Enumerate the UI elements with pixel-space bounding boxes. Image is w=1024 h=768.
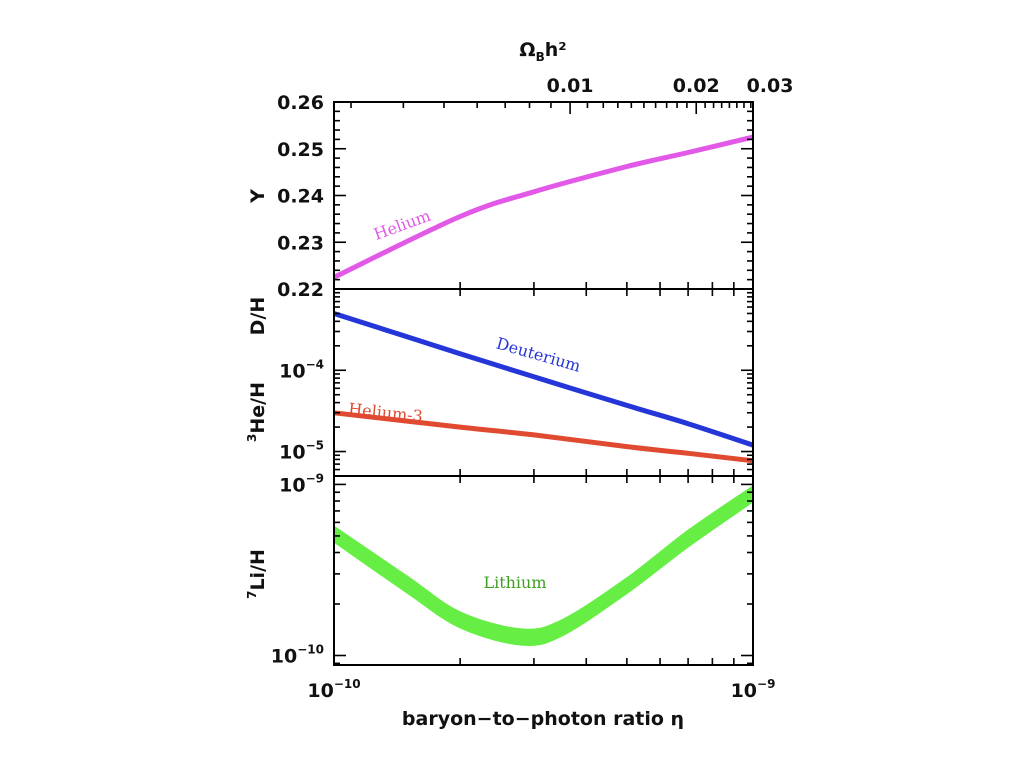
helium3-curve [333,410,754,464]
tick-base: 10 [279,360,305,382]
lithium-band-layer [333,484,754,646]
y-tick-label: 0.23 [277,232,324,254]
dh-y-title: D/H [247,297,269,336]
tick-exponent: −4 [306,357,324,371]
tick-base: 10 [279,474,305,496]
helium-panel-frame [333,101,754,290]
omega-subscript: B [536,50,545,64]
he3-y-title: 3He/H [245,382,269,442]
y-tick-label: 0.22 [277,279,324,301]
curve-layer [332,134,754,464]
helium-y-title: Y [247,189,269,204]
tick-base: 10 [731,680,757,702]
omega-tick-label: 0.02 [673,75,720,97]
tick-exponent: −10 [334,677,361,691]
helium-label: Helium [371,206,433,244]
tick-exponent: −5 [306,439,324,453]
ylabel-superscript: 7 [245,591,259,599]
ylabel-main: He/H [247,382,269,434]
dh-panel-frame [333,288,754,477]
tick-marks [333,101,754,665]
y-tick-label: 0.25 [277,139,324,161]
lithium-band [333,484,754,646]
dh-y-tick-label: 10−5 [279,439,324,464]
ylabel-main: Li/H [247,549,269,590]
helium-curve [332,134,754,280]
omega-tick-label: 0.03 [747,75,794,97]
omega-rest: h² [545,39,567,61]
tick-exponent: −9 [306,471,324,485]
li-y-title: 7Li/H [245,549,269,599]
omega-symbol: Ω [519,39,535,61]
axis-text: 0.220.230.240.250.260.01 0.02 0.03ΩBh²10−4… [245,39,793,730]
tick-exponent: −9 [757,677,775,691]
x-tick-label: 10−10 [307,677,360,702]
li-y-tick-label: 10−10 [271,643,324,668]
y-tick-label: 0.26 [277,92,324,114]
omega-tick-label: 0.01 [547,75,594,97]
lithium-panel-frame [333,475,754,666]
ylabel-superscript: 3 [245,434,259,442]
deuterium-curve [333,311,754,448]
li-y-tick-label: 10−9 [279,471,324,496]
tick-base: 10 [279,442,305,464]
dh-y-tick-label: 10−4 [279,357,324,382]
omega-axis-title: ΩBh² [519,39,566,64]
x-tick-label: 10−9 [731,677,776,702]
x-axis-title: baryon−to−photon ratio η [402,708,684,730]
lithium-label: Lithium [483,573,546,592]
tick-base: 10 [307,680,333,702]
y-tick-label: 0.24 [277,186,324,208]
tick-exponent: −10 [297,643,324,657]
helium3-label: Helium-3 [347,399,423,426]
tick-base: 10 [271,646,297,668]
